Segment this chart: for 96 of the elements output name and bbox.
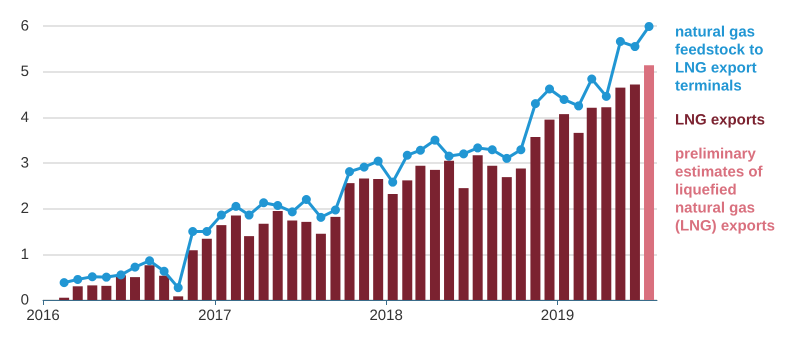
bar [388,194,398,300]
bar [530,136,540,300]
point [316,212,326,222]
point [345,167,354,176]
point [516,145,526,154]
point [545,84,554,94]
bar [344,183,355,300]
point [188,227,198,236]
bar [159,276,170,300]
bar [402,180,412,300]
bar [487,166,498,300]
bar [644,65,654,300]
x-tick-label: 2017 [198,307,232,324]
bar [472,155,483,300]
point [102,272,111,282]
bar [586,108,597,300]
bar [373,178,384,300]
point [330,206,340,215]
point [459,149,468,158]
point [388,178,398,187]
bar [202,238,212,300]
point [273,200,282,210]
bar [430,170,440,300]
point [244,210,254,220]
point [160,266,169,276]
y-tick-label: 4 [20,108,29,126]
bar [516,168,526,300]
point [488,145,497,154]
point [530,99,540,108]
point [602,92,611,101]
point [574,101,584,110]
point [231,202,240,211]
bar [330,216,340,300]
bar [173,296,184,300]
point [216,210,226,220]
bar [230,216,241,300]
point [402,150,412,160]
bar [316,234,326,300]
bar [87,285,98,300]
point [202,227,212,236]
y-tick-label: 3 [20,154,29,172]
bar [130,277,140,300]
bar [301,222,312,300]
series-label: natural gas feedstock to LNG export terminals [675,24,768,94]
y-tick-label: 5 [20,63,29,80]
bar [101,286,112,300]
point [302,195,311,204]
point [60,278,69,288]
point [644,22,654,31]
point [616,37,625,46]
point [630,42,640,52]
point [88,272,97,282]
bar [630,84,640,300]
point [288,207,297,216]
point [587,74,596,84]
bar [601,107,612,300]
point [374,156,383,166]
point [416,146,425,155]
point [174,283,183,292]
point [502,154,512,163]
bar [216,225,226,300]
bar [72,286,83,300]
y-tick-label: 0 [20,292,29,308]
bar [287,220,298,300]
series-label: preliminary estimates of liquefied natural gas (LNG) exports [675,146,776,234]
y-tick-label: 6 [20,18,29,34]
point [259,198,268,208]
bar [458,188,469,300]
x-tick-label: 2016 [26,307,60,324]
bar [444,160,454,300]
bar [359,178,370,300]
text: LNG exports [675,112,766,128]
point [430,136,440,145]
x-tick-label: 2018 [369,307,403,324]
bar [574,132,584,300]
bar [188,250,198,300]
point [473,143,482,152]
x-tick-label: 2019 [540,307,574,324]
bar [544,120,555,300]
point [116,270,126,280]
bar [244,236,254,300]
point [73,274,82,284]
bar [615,88,626,300]
bar [559,114,570,300]
bar [258,224,269,300]
bar [415,166,426,300]
y-tick-label: 1 [20,246,29,263]
bar [144,265,155,300]
point [560,95,569,104]
point [130,262,140,272]
bar [272,210,283,300]
bar [502,177,512,300]
point [145,256,154,266]
point [360,162,369,172]
y-tick-label: 2 [20,200,29,218]
point [444,152,454,161]
